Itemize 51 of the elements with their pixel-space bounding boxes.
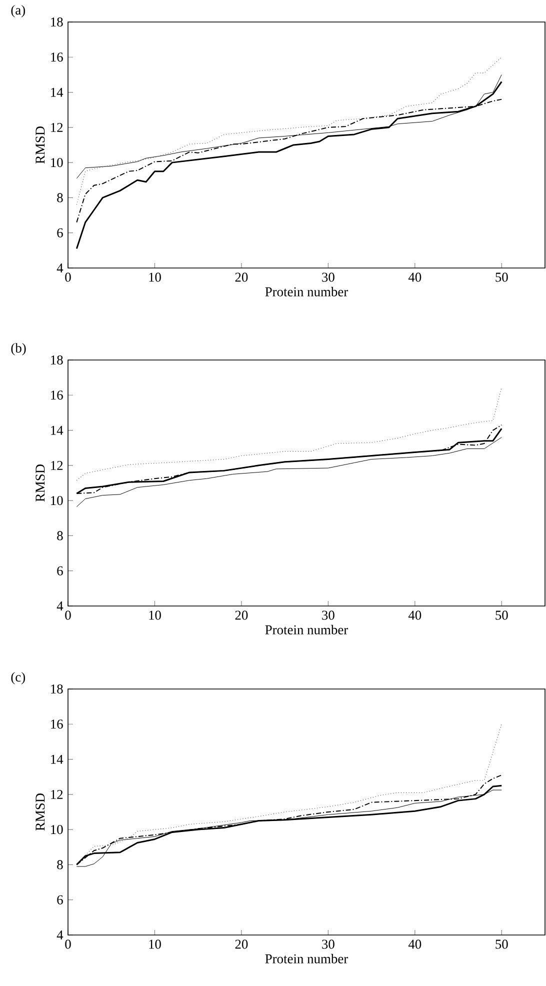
- x-tick-label: 30: [322, 272, 334, 282]
- y-tick-label: 10: [51, 158, 63, 168]
- x-axis-title: Protein number: [265, 954, 348, 964]
- x-tick-label: 10: [149, 272, 161, 282]
- y-axis-title: RMSD: [36, 126, 45, 164]
- y-tick-label: 8: [57, 193, 63, 202]
- x-tick-label: 50: [496, 610, 508, 620]
- x-axis-title: Protein number: [265, 624, 348, 634]
- y-tick-label: 8: [57, 531, 63, 540]
- chart-title: (b): [11, 343, 26, 356]
- x-tick-label: 0: [65, 272, 71, 282]
- y-tick-label: 18: [51, 355, 63, 365]
- y-tick-label: 6: [57, 895, 63, 904]
- x-tick-label: 10: [149, 940, 161, 949]
- x-tick-label: 0: [65, 940, 71, 949]
- y-tick-label: 14: [51, 426, 64, 435]
- x-tick-label: 20: [235, 610, 248, 620]
- y-tick-label: 4: [56, 264, 64, 272]
- y-axis-title: RMSD: [36, 793, 45, 831]
- chart-title: (a): [11, 5, 26, 18]
- y-tick-label: 12: [51, 460, 63, 470]
- x-tick-label: 0: [65, 610, 71, 620]
- y-tick-label: 6: [57, 228, 63, 238]
- x-tick-label: 30: [322, 610, 334, 620]
- y-tick-label: 18: [51, 17, 63, 27]
- y-tick-label: 4: [56, 930, 64, 940]
- x-tick-label: 20: [235, 272, 248, 282]
- y-tick-label: 16: [51, 720, 63, 729]
- x-tick-label: 40: [408, 610, 422, 620]
- y-tick-label: 16: [51, 52, 63, 62]
- x-tick-label: 50: [496, 272, 508, 282]
- y-tick-label: 10: [51, 496, 63, 506]
- y-tick-label: 10: [51, 825, 63, 834]
- y-tick-label: 16: [51, 390, 63, 400]
- x-tick-label: 20: [235, 940, 248, 949]
- y-tick-label: 12: [51, 122, 63, 132]
- y-tick-label: 18: [51, 684, 63, 694]
- x-tick-label: 40: [408, 940, 422, 949]
- x-tick-label: 40: [408, 272, 422, 282]
- x-axis-title: Protein number: [265, 286, 348, 296]
- y-tick-label: 14: [51, 754, 64, 764]
- y-tick-label: 12: [51, 790, 63, 799]
- x-tick-label: 30: [322, 940, 334, 949]
- y-axis-title: RMSD: [36, 464, 45, 502]
- x-tick-label: 10: [149, 610, 161, 620]
- y-tick-label: 14: [51, 88, 64, 97]
- y-tick-label: 8: [57, 860, 63, 870]
- chart-title: (c): [11, 672, 26, 684]
- y-tick-label: 4: [56, 602, 64, 610]
- y-tick-label: 6: [57, 566, 63, 576]
- x-tick-label: 50: [496, 940, 508, 949]
